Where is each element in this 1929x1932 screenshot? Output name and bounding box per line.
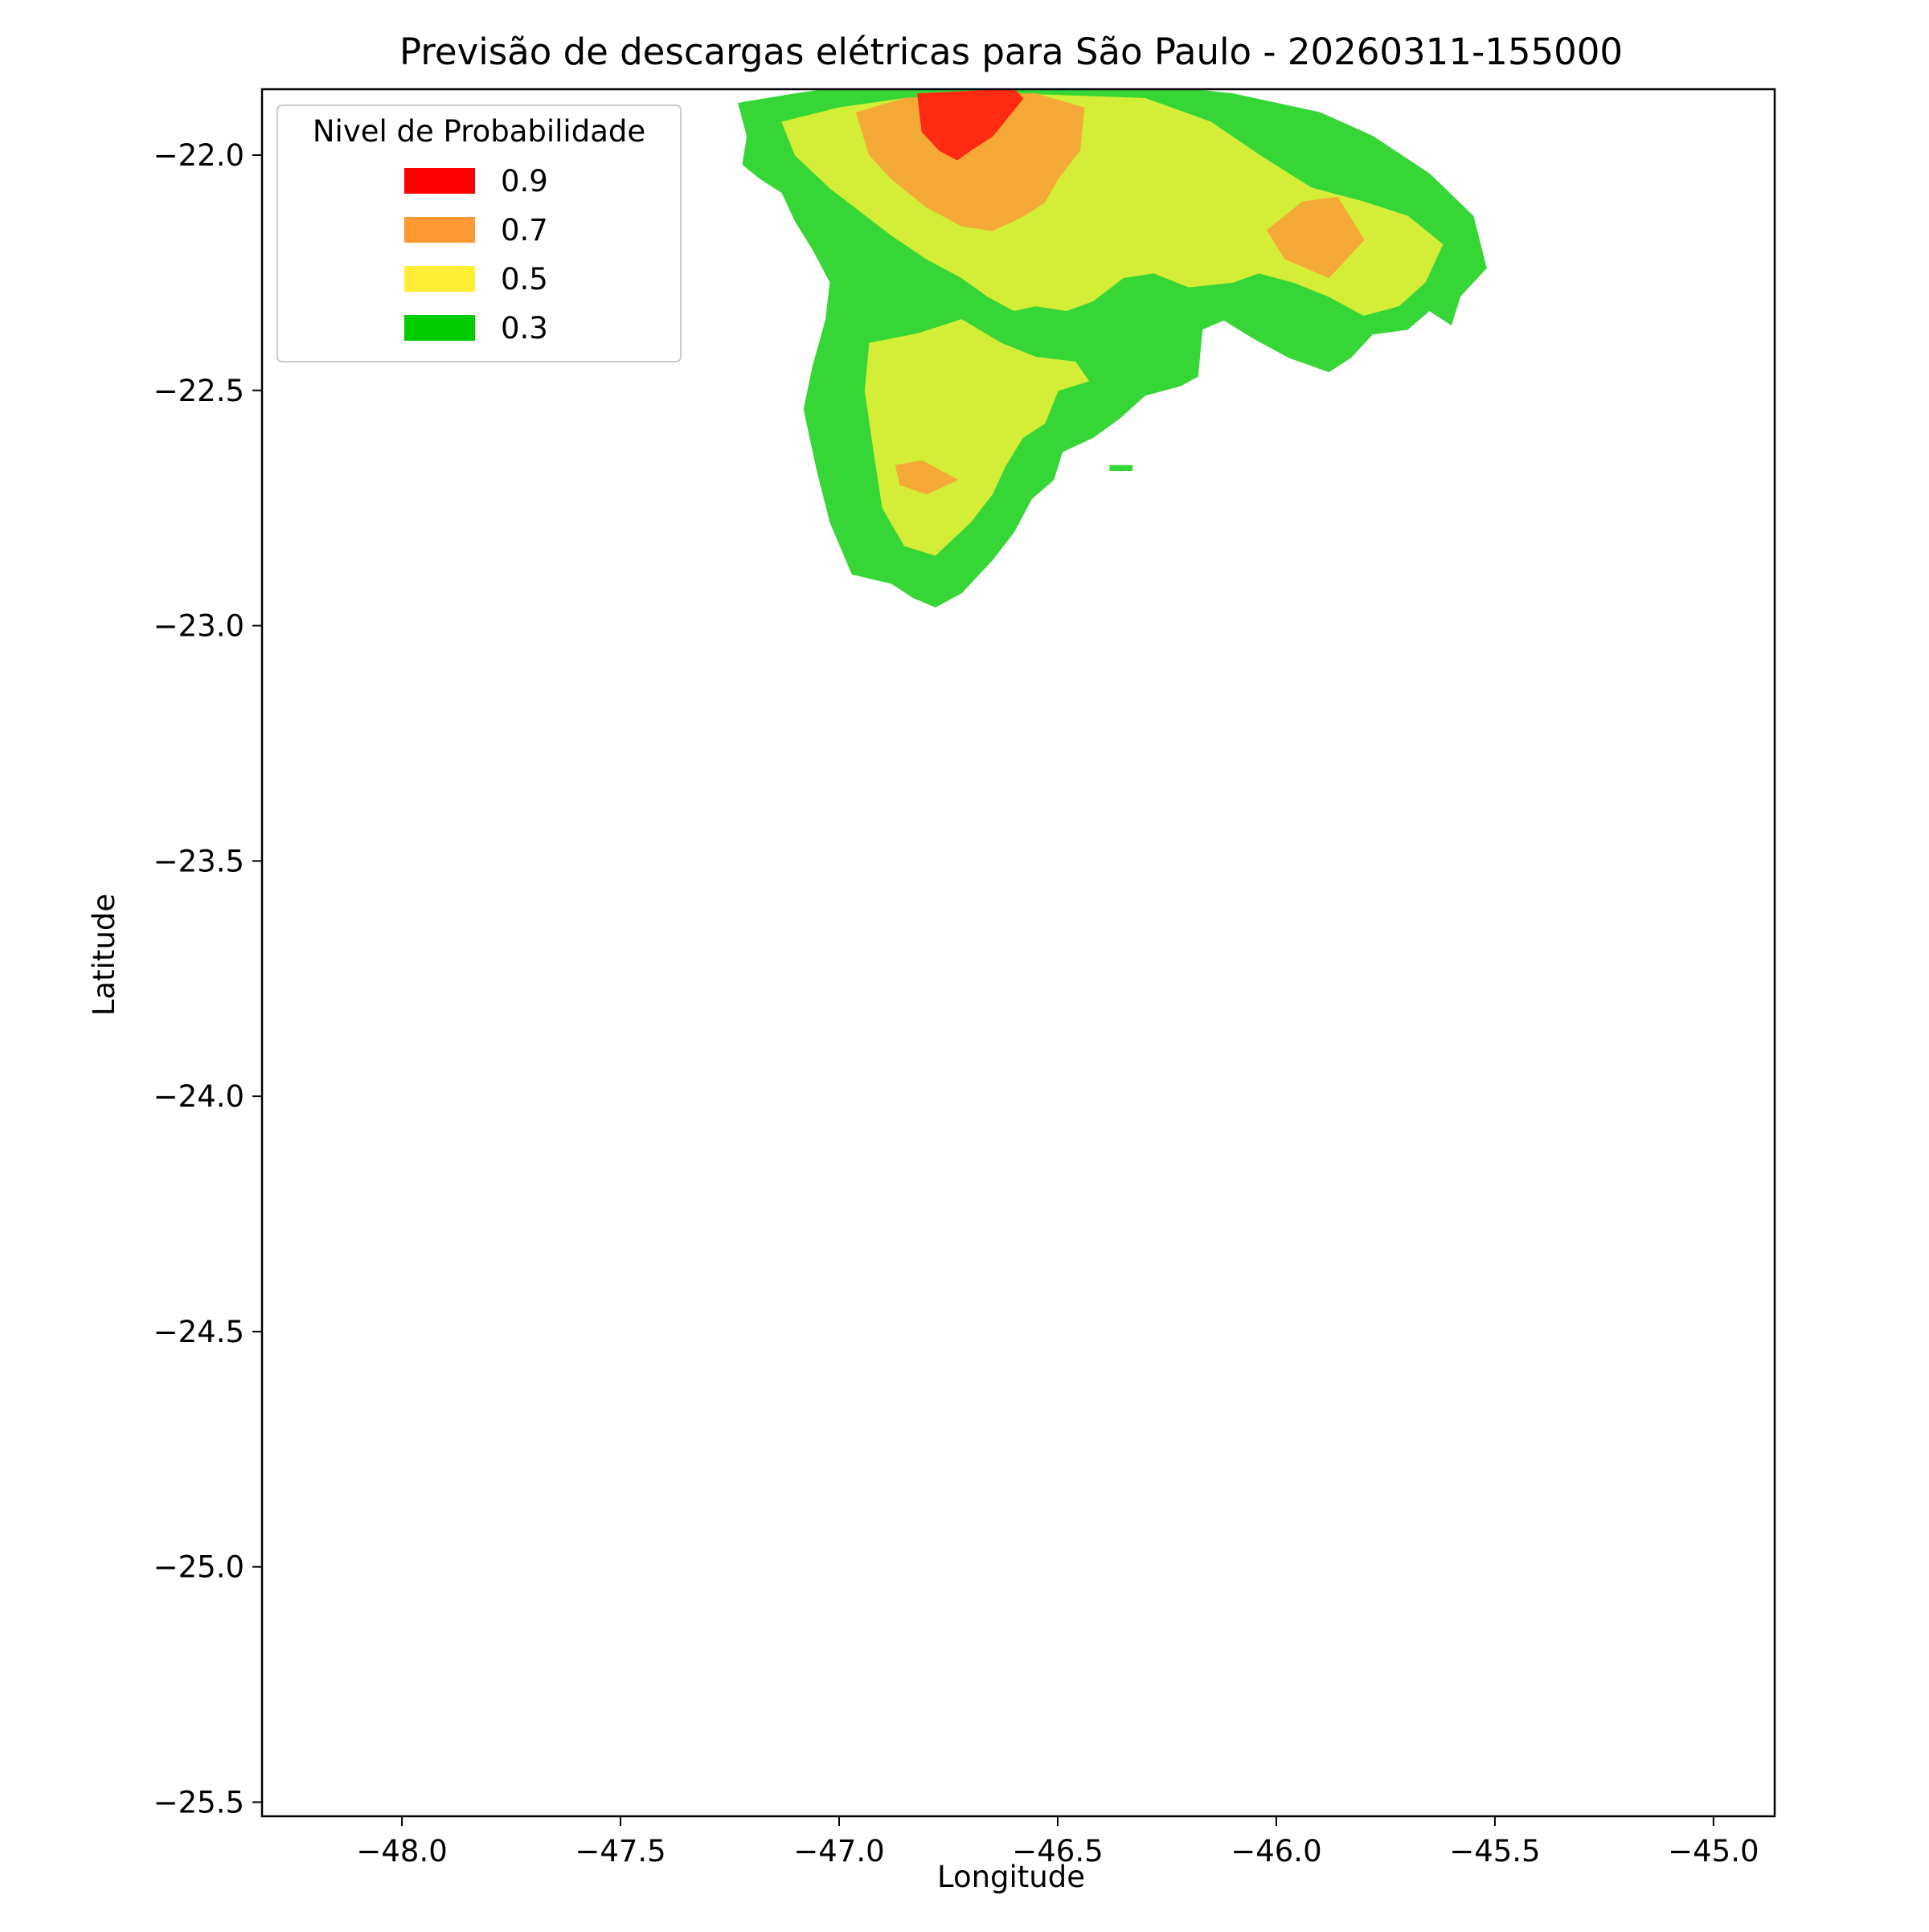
legend-swatch bbox=[404, 315, 475, 341]
x-axis-label: Longitude bbox=[937, 1860, 1085, 1894]
legend-swatch bbox=[404, 266, 475, 292]
legend-box bbox=[276, 104, 682, 362]
y-tick-label: −24.0 bbox=[154, 1079, 244, 1114]
legend-swatch bbox=[404, 168, 475, 194]
legend-label: 0.9 bbox=[501, 164, 548, 199]
legend: Nivel de Probabilidade 0.9 0.7 0.5 0.3 bbox=[276, 104, 682, 362]
contour-region-0-9-1 bbox=[917, 89, 1024, 161]
contour-region-0-5-2 bbox=[864, 319, 1090, 556]
y-tick-label: −25.5 bbox=[154, 1785, 244, 1819]
legend-label: 0.7 bbox=[501, 213, 548, 248]
legend-swatch bbox=[404, 217, 475, 243]
legend-label: 0.3 bbox=[501, 311, 548, 346]
chart-title: Previsão de descargas elétricas para São… bbox=[399, 31, 1623, 73]
x-tick-label: −46.5 bbox=[1012, 1834, 1103, 1869]
x-tick-label: −45.0 bbox=[1668, 1834, 1759, 1869]
x-tick-label: −47.5 bbox=[575, 1834, 666, 1869]
legend-label: 0.5 bbox=[501, 262, 548, 297]
axes: −48.0 −47.5 −47.0 −46.5 −46.0 −45.5 −45.0 −22.0… bbox=[154, 88, 1776, 1869]
contour-region-0-7-3 bbox=[895, 460, 959, 495]
y-tick-label: −22.5 bbox=[154, 374, 244, 408]
y-tick-label: −23.0 bbox=[154, 609, 244, 644]
y-tick-label: −22.0 bbox=[154, 138, 244, 173]
plot-area bbox=[737, 89, 1487, 608]
x-tick-label: −47.0 bbox=[793, 1834, 884, 1869]
axes-frame bbox=[260, 88, 1776, 1818]
contour-region-0-7-2 bbox=[1267, 196, 1365, 279]
x-tick-label: −46.0 bbox=[1231, 1834, 1321, 1869]
y-tick-label: −24.5 bbox=[154, 1315, 244, 1349]
legend-title: Nivel de Probabilidade bbox=[313, 114, 645, 149]
y-tick-label: −23.5 bbox=[154, 844, 244, 878]
y-axis-label: Latitude bbox=[87, 894, 121, 1016]
x-tick-label: −45.5 bbox=[1449, 1834, 1540, 1869]
y-tick-label: −25.0 bbox=[154, 1550, 244, 1585]
x-tick-label: −48.0 bbox=[356, 1834, 447, 1869]
contour-region-0-3-2 bbox=[1109, 465, 1133, 472]
contour-fills bbox=[737, 89, 1487, 608]
